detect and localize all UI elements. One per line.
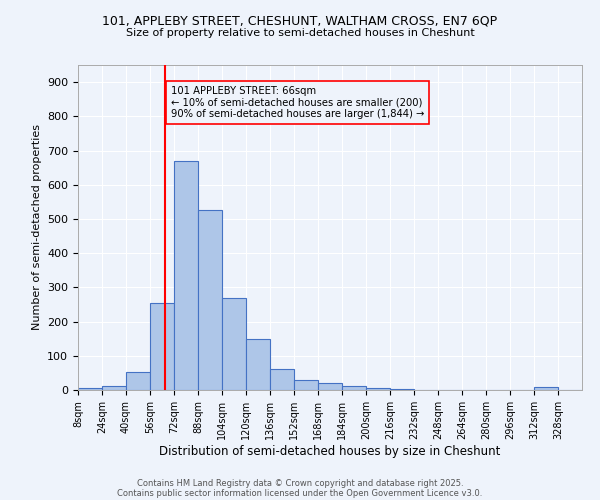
Bar bbox=[366, 388, 390, 390]
Text: 101, APPLEBY STREET, CHESHUNT, WALTHAM CROSS, EN7 6QP: 101, APPLEBY STREET, CHESHUNT, WALTHAM C… bbox=[103, 15, 497, 28]
Bar bbox=[294, 380, 318, 390]
Bar bbox=[102, 386, 126, 390]
Y-axis label: Number of semi-detached properties: Number of semi-detached properties bbox=[32, 124, 41, 330]
X-axis label: Distribution of semi-detached houses by size in Cheshunt: Distribution of semi-detached houses by … bbox=[160, 444, 500, 458]
Text: Contains public sector information licensed under the Open Government Licence v3: Contains public sector information licen… bbox=[118, 488, 482, 498]
Bar bbox=[198, 210, 222, 390]
Text: 101 APPLEBY STREET: 66sqm
← 10% of semi-detached houses are smaller (200)
90% of: 101 APPLEBY STREET: 66sqm ← 10% of semi-… bbox=[171, 86, 424, 119]
Bar bbox=[222, 298, 246, 390]
Bar bbox=[534, 388, 558, 390]
Bar bbox=[150, 303, 174, 390]
Bar bbox=[126, 372, 150, 390]
Text: Contains HM Land Registry data © Crown copyright and database right 2025.: Contains HM Land Registry data © Crown c… bbox=[137, 478, 463, 488]
Text: Size of property relative to semi-detached houses in Cheshunt: Size of property relative to semi-detach… bbox=[125, 28, 475, 38]
Bar bbox=[174, 161, 198, 390]
Bar bbox=[342, 386, 366, 390]
Bar bbox=[246, 340, 270, 390]
Bar bbox=[270, 369, 294, 390]
Bar bbox=[318, 383, 342, 390]
Bar bbox=[78, 388, 102, 390]
